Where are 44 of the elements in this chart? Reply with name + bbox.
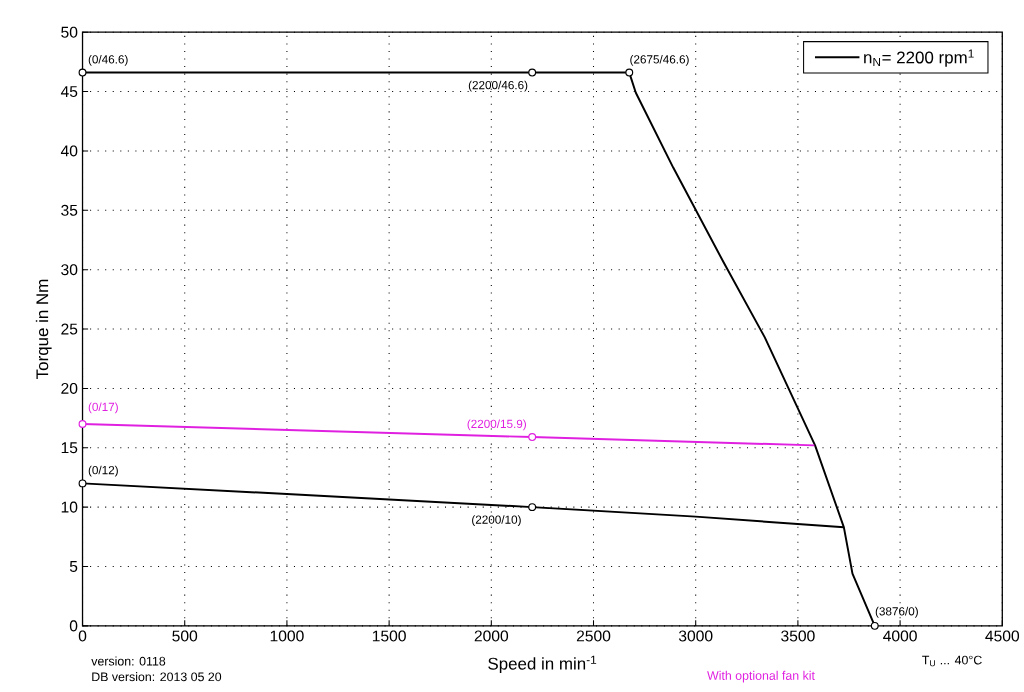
point	[528, 503, 537, 511]
point	[528, 68, 537, 77]
y-tick-label: 45	[60, 86, 78, 97]
y-tick-label: 10	[61, 501, 78, 513]
annotation: (0/46.6)	[88, 54, 128, 66]
y-axis-title: Torque in Nm	[35, 279, 52, 379]
y-tick-label: 15	[61, 442, 78, 454]
y-tick-label: 20	[61, 382, 78, 394]
annotation: (2200/15.9)	[467, 419, 526, 431]
y-tick-label: 5	[69, 560, 78, 572]
text: With optional fan kit	[707, 670, 815, 683]
x-tick-label: 4500	[985, 630, 1020, 642]
point	[78, 419, 87, 428]
y-tick-label: 0	[69, 620, 78, 632]
legend-label: n$_{N}$= 2200 rpm$^{1}$	[864, 49, 974, 67]
y-tick-label: 50	[61, 26, 78, 38]
x-tick-label: 2000	[474, 630, 509, 642]
text: version: 0118	[91, 656, 166, 666]
annotation: (3876/0)	[875, 606, 918, 618]
point	[528, 432, 537, 441]
point	[78, 479, 87, 488]
x-tick-label: 0	[78, 630, 87, 642]
y-tick-label: 40	[60, 145, 78, 157]
y-tick-label: 35	[61, 204, 78, 216]
x-axis-title: Speed in min$^{-1}$	[488, 655, 597, 673]
point	[625, 68, 634, 77]
text: DB version: 2013 05 20	[92, 671, 222, 682]
x-tick-label: 1500	[372, 630, 406, 642]
y-tick-label: 25	[61, 323, 78, 335]
annotation: (2200/46.6)	[468, 80, 528, 92]
x-tick-label: 1000	[270, 630, 304, 642]
annotation: (2675/46.6)	[630, 54, 689, 66]
point	[870, 621, 879, 630]
x-tick-label: 3500	[781, 630, 815, 642]
x-tick-label: 2500	[576, 630, 611, 642]
annotation: (0/12)	[88, 465, 118, 477]
x-tick-label: 500	[172, 630, 198, 642]
annotation: (2200/10)	[472, 515, 521, 526]
point	[78, 68, 87, 77]
x-tick-label: 3000	[678, 630, 713, 642]
annotation: (0/17)	[88, 402, 118, 414]
y-tick-label: 30	[61, 264, 78, 276]
text: T$_{U}$ ... 40°C	[922, 655, 982, 667]
x-tick-label: 4000	[883, 630, 917, 642]
